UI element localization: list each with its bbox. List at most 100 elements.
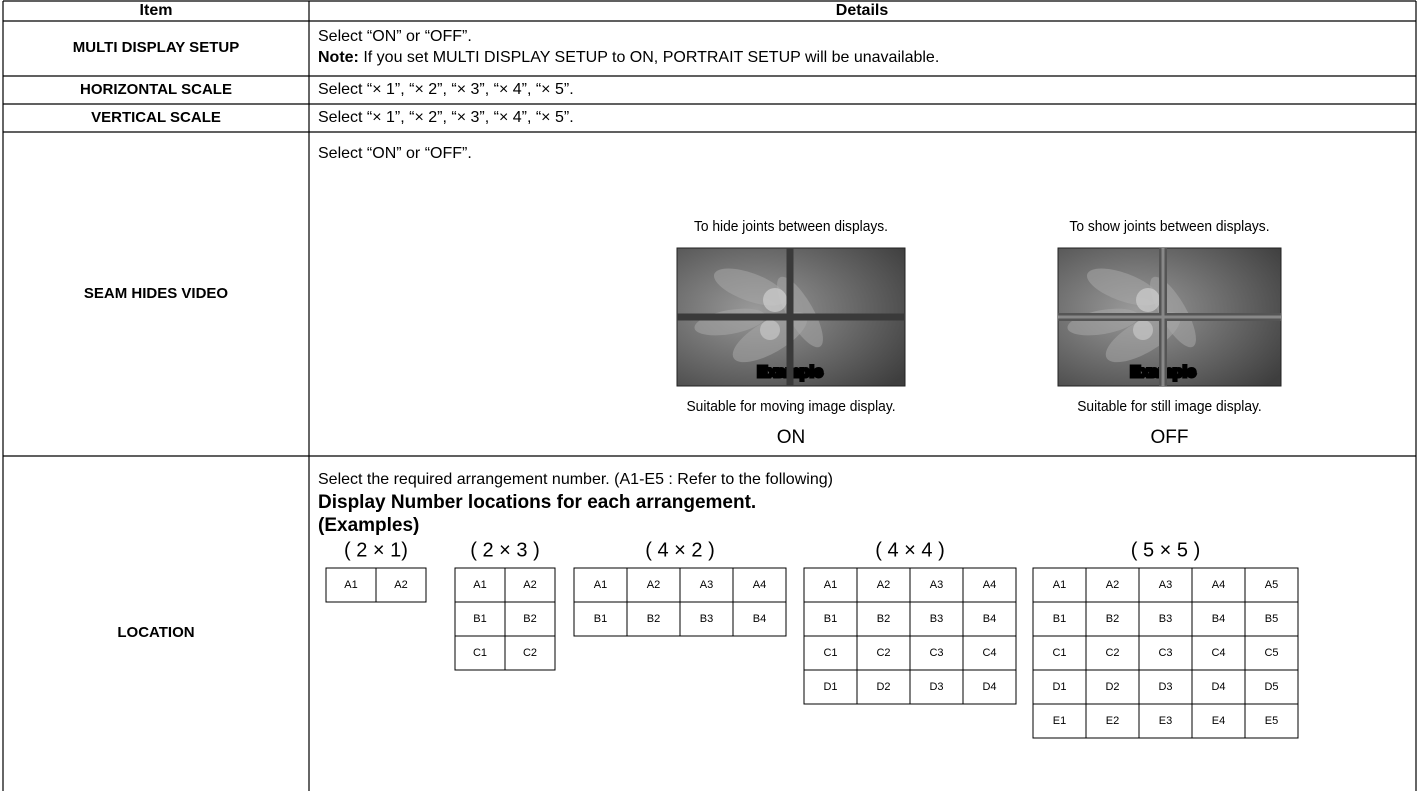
grid-cell xyxy=(325,567,377,603)
grid-cell xyxy=(626,601,681,637)
cell-label: C2 xyxy=(1105,647,1119,659)
grid-cell xyxy=(803,601,858,637)
cell-label: A2 xyxy=(877,579,890,591)
grid-cell xyxy=(454,601,506,637)
grid-cell xyxy=(626,567,681,603)
cell-label: B4 xyxy=(983,613,996,625)
cell-label: B2 xyxy=(523,613,536,625)
cell-label: B1 xyxy=(824,613,837,625)
cell-label: A4 xyxy=(983,579,996,591)
cell-label: B4 xyxy=(753,613,766,625)
grid-cell xyxy=(962,567,1017,603)
detail-text: Select “× 1”, “× 2”, “× 3”, “× 4”, “× 5”… xyxy=(318,81,574,98)
grid-cell xyxy=(909,635,964,671)
cell-label: A1 xyxy=(473,579,486,591)
flower-center xyxy=(763,288,787,312)
grid-cell xyxy=(454,567,506,603)
cell-label: D3 xyxy=(929,681,943,693)
cell-label: A2 xyxy=(523,579,536,591)
grid-cell xyxy=(1138,635,1193,671)
cell-label: A4 xyxy=(753,579,766,591)
arrangement-label: ( 4 × 2 ) xyxy=(645,539,714,561)
cell-label: C1 xyxy=(1052,647,1066,659)
grid-cell xyxy=(679,601,734,637)
cell-label: C2 xyxy=(876,647,890,659)
cell-label: D1 xyxy=(823,681,837,693)
grid-cell xyxy=(732,567,787,603)
cell-label: B5 xyxy=(1265,613,1278,625)
note-label: Note: xyxy=(318,49,359,66)
cell-label: A3 xyxy=(700,579,713,591)
cell-label: A5 xyxy=(1265,579,1278,591)
grid-cell xyxy=(504,601,556,637)
grid-cell xyxy=(803,567,858,603)
cell-label: A3 xyxy=(1159,579,1172,591)
grid-cell xyxy=(1191,601,1246,637)
grid-cell xyxy=(856,635,911,671)
cell-label: C4 xyxy=(1211,647,1225,659)
grid-cell xyxy=(1244,703,1299,739)
arrangement-label: ( 2 × 1) xyxy=(344,539,408,561)
cell-label: C3 xyxy=(1158,647,1172,659)
grid-cell xyxy=(375,567,427,603)
grid-cell xyxy=(679,567,734,603)
cell-label: A1 xyxy=(344,579,357,591)
grid-cell xyxy=(454,635,506,671)
cell-label: A2 xyxy=(394,579,407,591)
arrangement-label: ( 4 × 4 ) xyxy=(875,539,944,561)
item-label: LOCATION xyxy=(117,624,194,641)
grid-cell xyxy=(909,567,964,603)
cell-label: B3 xyxy=(700,613,713,625)
cell-label: E5 xyxy=(1265,715,1278,727)
cell-label: D4 xyxy=(982,681,996,693)
item-label: SEAM HIDES VIDEO xyxy=(84,285,229,302)
flower-center xyxy=(1133,320,1153,340)
cell-label: B2 xyxy=(877,613,890,625)
header-cell: Details xyxy=(836,2,889,19)
grid-cell xyxy=(856,601,911,637)
grid-cell xyxy=(1191,635,1246,671)
cell-label: A1 xyxy=(824,579,837,591)
cell-label: B1 xyxy=(594,613,607,625)
grid-cell xyxy=(856,567,911,603)
grid-cell xyxy=(1085,635,1140,671)
detail-heading: Display Number locations for each arrang… xyxy=(318,492,756,513)
cell-label: B3 xyxy=(1159,613,1172,625)
grid-cell xyxy=(1032,567,1087,603)
flower-center xyxy=(760,320,780,340)
cell-label: C3 xyxy=(929,647,943,659)
arrangement-label: ( 2 × 3 ) xyxy=(470,539,539,561)
grid-cell xyxy=(1244,635,1299,671)
item-label: MULTI DISPLAY SETUP xyxy=(73,39,239,56)
example-setting: OFF xyxy=(1151,427,1189,448)
grid-cell xyxy=(1138,567,1193,603)
grid-cell xyxy=(573,601,628,637)
cell-label: C2 xyxy=(523,647,537,659)
detail-text: Select “× 1”, “× 2”, “× 3”, “× 4”, “× 5”… xyxy=(318,109,574,126)
example-caption: To hide joints between displays. xyxy=(694,218,888,235)
detail-text: Select “ON” or “OFF”. xyxy=(318,145,472,162)
cell-label: D2 xyxy=(1105,681,1119,693)
cell-label: D4 xyxy=(1211,681,1225,693)
grid-cell xyxy=(856,669,911,705)
grid-cell xyxy=(1244,567,1299,603)
cell-label: E1 xyxy=(1053,715,1066,727)
note-body: If you set MULTI DISPLAY SETUP to ON, PO… xyxy=(359,49,939,66)
cell-label: B1 xyxy=(473,613,486,625)
detail-text: Select “ON” or “OFF”. xyxy=(318,28,472,45)
cell-label: B1 xyxy=(1053,613,1066,625)
detail-subheading: (Examples) xyxy=(318,515,419,536)
note-text: Note: If you set MULTI DISPLAY SETUP to … xyxy=(318,49,939,66)
grid-cell xyxy=(573,567,628,603)
grid-cell xyxy=(504,635,556,671)
cell-label: B3 xyxy=(930,613,943,625)
grid-cell xyxy=(909,669,964,705)
flower-center xyxy=(1136,288,1160,312)
cell-label: C1 xyxy=(473,647,487,659)
cell-label: D2 xyxy=(876,681,890,693)
cell-label: D3 xyxy=(1158,681,1172,693)
example-use: Suitable for moving image display. xyxy=(686,398,895,415)
grid-cell xyxy=(1085,567,1140,603)
